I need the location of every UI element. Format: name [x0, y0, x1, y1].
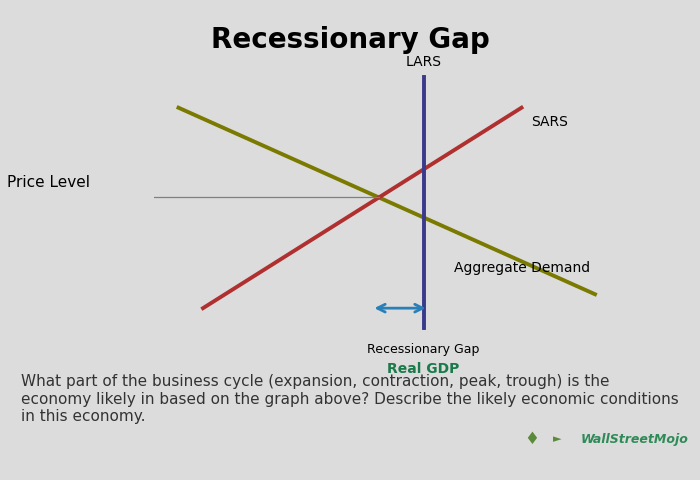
Text: What part of the business cycle (expansion, contraction, peak, trough) is the
ec: What part of the business cycle (expansi… [21, 374, 679, 424]
Text: Price Level: Price Level [7, 175, 90, 191]
Text: LARS: LARS [405, 55, 442, 69]
Text: Real GDP: Real GDP [387, 362, 460, 376]
Text: WallStreetMojo: WallStreetMojo [581, 432, 689, 446]
Text: Aggregate Demand: Aggregate Demand [454, 261, 590, 275]
Text: Recessionary Gap: Recessionary Gap [368, 343, 480, 356]
Text: Recessionary Gap: Recessionary Gap [211, 26, 489, 54]
Text: ♦: ♦ [524, 430, 540, 448]
Text: SARS: SARS [531, 115, 568, 129]
Text: ►: ► [553, 434, 561, 444]
